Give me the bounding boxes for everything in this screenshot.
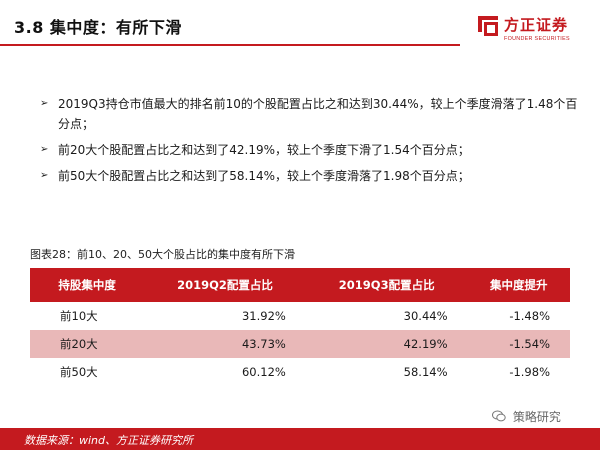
bullet-item: ➢ 前20大个股配置占比之和达到了42.19%，较上个季度下滑了1.54个百分点… (40, 140, 580, 160)
bullet-item: ➢ 前50大个股配置占比之和达到了58.14%，较上个季度滑落了1.98个百分点… (40, 166, 580, 186)
founder-logo-icon (478, 16, 498, 36)
bullet-item: ➢ 2019Q3持仓市值最大的排名前10的个股配置占比之和达到30.44%，较上… (40, 94, 580, 134)
wechat-watermark: 策略研究 (492, 408, 561, 425)
table-cell: 前10大 (60, 309, 98, 323)
footer-bar: 数据来源：wind、方正证券研究所 (0, 428, 600, 450)
watermark-text: 策略研究 (512, 410, 561, 424)
table-cell: -1.98% (509, 365, 550, 379)
table-cell: 前50大 (60, 365, 98, 379)
table-header-row: 持股集中度 2019Q2配置占比 2019Q3配置占比 集中度提升 (30, 268, 570, 302)
table-row: 前10大 31.92% 30.44% -1.48% (30, 302, 570, 330)
logo-name-en: FOUNDER SECURITIES (504, 36, 570, 42)
table-cell: -1.54% (467, 330, 570, 358)
page-title: 3.8 集中度：有所下滑 (14, 18, 182, 37)
table-cell: 58.14% (403, 365, 448, 379)
table-cell: 31.92% (241, 309, 286, 323)
table-cell: -1.48% (509, 309, 550, 323)
logo-name-cn: 方正证券 (504, 16, 569, 34)
arrow-bullet-icon: ➢ (40, 144, 49, 155)
figure-caption: 图表28：前10、20、50大个股占比的集中度有所下滑 (30, 248, 295, 261)
bullet-text: 前20大个股配置占比之和达到了42.19%，较上个季度下滑了1.54个百分点； (58, 143, 470, 157)
table-cell: 42.19% (305, 330, 468, 358)
arrow-bullet-icon: ➢ (40, 170, 49, 181)
table-row: 前50大 60.12% 58.14% -1.98% (30, 358, 570, 386)
table-row: 前20大 43.73% 42.19% -1.54% (30, 330, 570, 358)
column-header: 集中度提升 (467, 268, 570, 302)
wechat-icon (492, 410, 506, 422)
table-cell: 前20大 (30, 330, 145, 358)
table-cell: 43.73% (144, 330, 306, 358)
table-cell: 60.12% (241, 365, 286, 379)
bullet-list: ➢ 2019Q3持仓市值最大的排名前10的个股配置占比之和达到30.44%，较上… (40, 94, 580, 192)
header-divider (0, 44, 460, 46)
bullet-text: 2019Q3持仓市值最大的排名前10的个股配置占比之和达到30.44%，较上个季… (58, 97, 578, 131)
bullet-text: 前50大个股配置占比之和达到了58.14%，较上个季度滑落了1.98个百分点； (58, 169, 470, 183)
slide-header: 3.8 集中度：有所下滑 方正证券 FOUNDER SECURITIES (0, 0, 600, 56)
data-source: 数据来源：wind、方正证券研究所 (24, 434, 194, 447)
company-logo: 方正证券 FOUNDER SECURITIES (476, 12, 594, 52)
arrow-bullet-icon: ➢ (40, 98, 49, 109)
concentration-table: 持股集中度 2019Q2配置占比 2019Q3配置占比 集中度提升 前10大 3… (30, 268, 570, 386)
column-header: 2019Q2配置占比 (144, 268, 306, 302)
table-cell: 30.44% (403, 309, 448, 323)
column-header: 持股集中度 (30, 268, 145, 302)
column-header: 2019Q3配置占比 (305, 268, 468, 302)
